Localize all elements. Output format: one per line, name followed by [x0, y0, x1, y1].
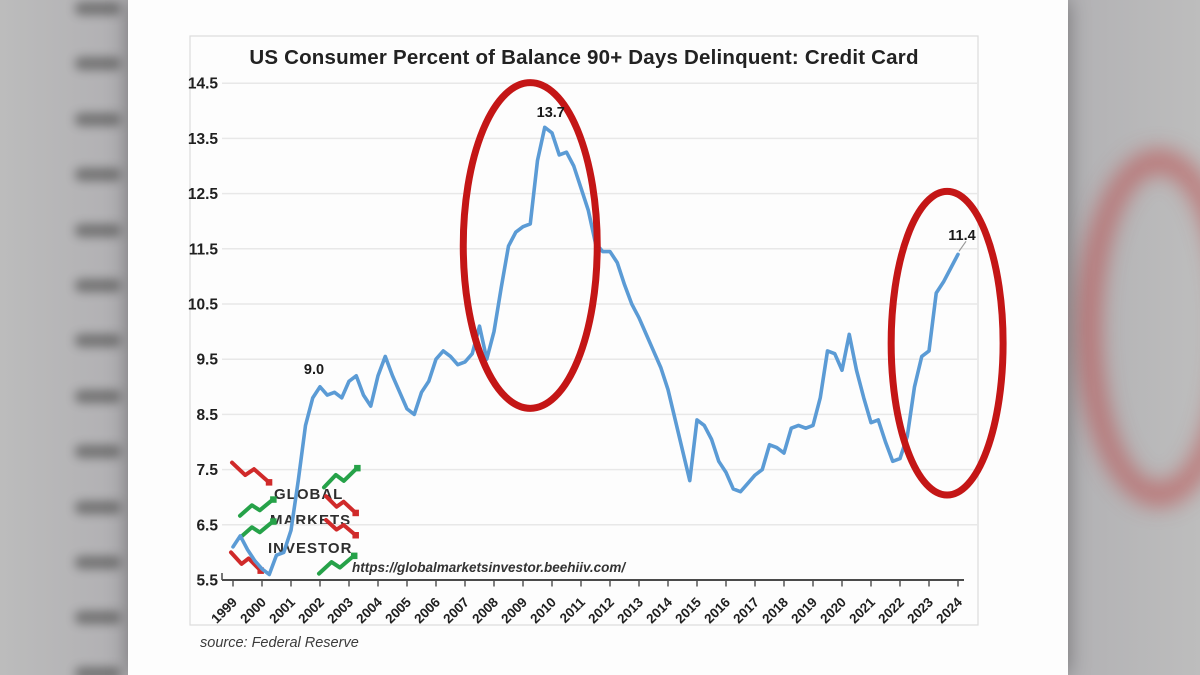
backdrop-blob	[75, 666, 121, 675]
arrow-tip	[352, 532, 359, 539]
x-axis-tick-label: 2017	[730, 595, 762, 627]
x-axis-tick-label: 2010	[527, 595, 559, 627]
y-axis-tick-label: 13.5	[188, 131, 219, 148]
watermark-global-label: GLOBAL	[274, 486, 344, 503]
x-axis-tick-label: 2001	[266, 594, 298, 626]
arrow-tip	[270, 496, 277, 503]
x-axis-tick-label: 2014	[643, 594, 675, 626]
x-axis-tick-label: 2018	[759, 594, 791, 626]
backdrop-blob	[75, 112, 121, 126]
arrow-tip	[265, 479, 273, 486]
up-trend-arrow-icon	[238, 497, 276, 518]
backdrop-red-ellipse-blur	[1078, 150, 1200, 506]
x-axis-tick-label: 2003	[324, 594, 356, 626]
x-axis-tick-label: 2006	[411, 594, 443, 626]
x-axis-tick-label: 2019	[788, 595, 820, 627]
x-axis-tick-label: 2007	[440, 595, 472, 627]
highlight-ellipse	[887, 187, 1007, 499]
x-axis-tick-label: 2009	[498, 595, 530, 627]
backdrop-blob	[75, 445, 121, 459]
x-axis-tick-label: 2020	[817, 595, 849, 627]
y-axis-tick-label: 5.5	[196, 573, 218, 590]
backdrop-blob	[75, 57, 121, 71]
y-axis-tick-label: 6.5	[196, 517, 218, 534]
backdrop-blob	[75, 556, 121, 569]
x-axis-tick-label: 2023	[904, 594, 936, 626]
y-axis-tick-label: 11.5	[189, 241, 219, 258]
x-axis-tick-label: 2015	[672, 594, 704, 626]
arrow-tip	[352, 509, 359, 517]
y-axis-tick-label: 12.5	[188, 186, 219, 203]
plot-border	[189, 35, 979, 626]
down-trend-arrow-icon	[230, 460, 271, 485]
backdrop-blob	[75, 2, 121, 15]
y-axis-tick-label: 14.5	[188, 76, 219, 93]
backdrop-blob	[75, 334, 121, 348]
x-axis-tick-label: 2008	[469, 594, 501, 626]
y-axis-tick-label: 8.5	[196, 407, 218, 424]
backdrop-blob	[75, 611, 121, 625]
down-trend-arrow-icon	[324, 494, 358, 515]
x-axis-tick-label: 2016	[701, 594, 733, 626]
backdrop-blob	[75, 389, 121, 403]
down-trend-arrow-icon	[324, 518, 358, 537]
down-trend-arrow-icon	[229, 550, 263, 573]
chart-title: US Consumer Percent of Balance 90+ Days …	[249, 46, 919, 69]
up-trend-arrow-icon	[317, 553, 356, 576]
watermark-investor-label: INVESTOR	[268, 540, 353, 557]
x-axis-tick-label: 2011	[557, 594, 589, 626]
up-trend-arrow-icon	[322, 465, 360, 490]
arrow-tip	[257, 567, 264, 574]
x-axis-tick-label: 2022	[875, 595, 907, 627]
watermark-url: https://globalmarketsinvestor.beehiiv.co…	[352, 560, 626, 575]
arrow-tip	[350, 552, 358, 560]
x-axis-tick-label: 2012	[585, 595, 617, 627]
y-axis-tick-label: 9.5	[196, 352, 218, 369]
x-axis-tick-label: 2000	[237, 595, 269, 627]
arrow-tip	[354, 464, 361, 472]
x-axis-tick-label: 2005	[382, 594, 414, 626]
y-axis-tick-label: 10.5	[188, 297, 219, 314]
backdrop-blob	[75, 168, 121, 182]
x-axis-tick-label: 2002	[295, 595, 327, 627]
annotation-leader-line	[958, 240, 967, 252]
x-axis-tick-label: 2004	[353, 594, 385, 626]
backdrop-blob	[75, 223, 121, 237]
plot-area: 14.513.512.511.510.59.58.57.56.55.519992…	[188, 35, 1007, 627]
up-trend-arrow-icon	[238, 519, 276, 540]
x-axis-tick-label: 1999	[208, 595, 240, 627]
arrow-tip	[270, 518, 277, 525]
chart-card: US Consumer Percent of Balance 90+ Days …	[128, 0, 1068, 675]
highlight-ellipse	[459, 79, 601, 412]
y-axis-tick-label: 7.5	[196, 462, 218, 479]
x-axis-tick-label: 2024	[933, 594, 965, 626]
backdrop-blob	[75, 279, 121, 292]
source-note: source: Federal Reserve	[200, 635, 359, 651]
backdrop-blob	[75, 500, 121, 514]
x-axis-tick-label: 2021	[846, 594, 878, 626]
x-axis-tick-label: 2013	[614, 594, 646, 626]
